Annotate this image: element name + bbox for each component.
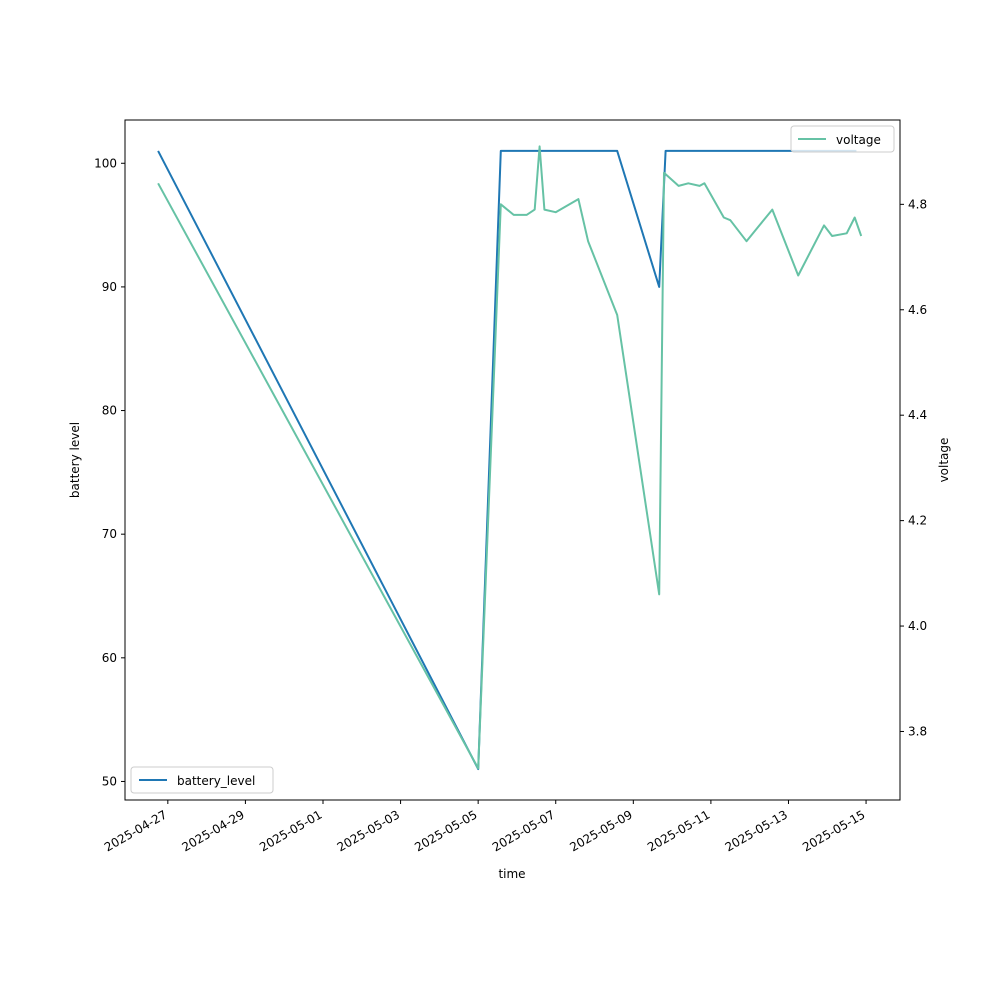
series-line-voltage — [157, 145, 863, 770]
left-y-tick-label: 100 — [94, 156, 117, 170]
right-y-tick-label: 4.6 — [908, 303, 927, 317]
right-y-tick-label: 4.2 — [908, 514, 927, 528]
x-tick-label: 2025-05-11 — [645, 807, 712, 854]
x-tick-label: 2025-05-09 — [567, 807, 634, 854]
x-tick-label: 2025-05-05 — [412, 807, 479, 854]
legend-label-battery-level: battery_level — [177, 774, 255, 788]
right-y-tick-label: 4.0 — [908, 619, 927, 633]
x-tick-label: 2025-04-29 — [180, 807, 247, 854]
x-axis-label: time — [498, 867, 525, 881]
left-y-tick-label: 60 — [102, 651, 117, 665]
left-axis-label: battery level — [68, 422, 82, 498]
series-layer — [157, 145, 863, 771]
x-tick-label: 2025-05-15 — [800, 807, 867, 854]
right-y-tick-label: 3.8 — [908, 724, 927, 738]
plot-frame — [124, 119, 901, 801]
plot-background — [125, 120, 900, 800]
left-y-tick-label: 70 — [102, 527, 117, 541]
legend-voltage: voltage — [790, 125, 895, 153]
x-tick-label: 2025-04-27 — [102, 807, 169, 854]
legend-battery-level: battery_level — [130, 766, 274, 794]
x-tick-label: 2025-05-01 — [257, 807, 324, 854]
left-y-tick-label: 80 — [102, 404, 117, 418]
left-y-tick-label: 90 — [102, 280, 117, 294]
legend-box — [130, 766, 274, 794]
right-axis-label: voltage — [937, 438, 951, 483]
legend-label-voltage: voltage — [836, 133, 881, 147]
left-y-tick-label: 50 — [102, 774, 117, 788]
legend-box — [790, 125, 895, 153]
left-y-axis: 50 60 70 80 90 100 — [94, 156, 125, 788]
right-y-tick-label: 4.8 — [908, 197, 927, 211]
x-tick-label: 2025-05-13 — [723, 807, 790, 854]
right-y-axis: 3.8 4.0 4.2 4.4 4.6 4.8 — [900, 197, 927, 738]
x-axis: 2025-04-27 2025-04-29 2025-05-01 2025-05-03… — [102, 800, 868, 854]
x-tick-label: 2025-05-07 — [490, 807, 557, 854]
right-y-tick-label: 4.4 — [908, 408, 927, 422]
x-tick-label: 2025-05-03 — [335, 807, 402, 854]
